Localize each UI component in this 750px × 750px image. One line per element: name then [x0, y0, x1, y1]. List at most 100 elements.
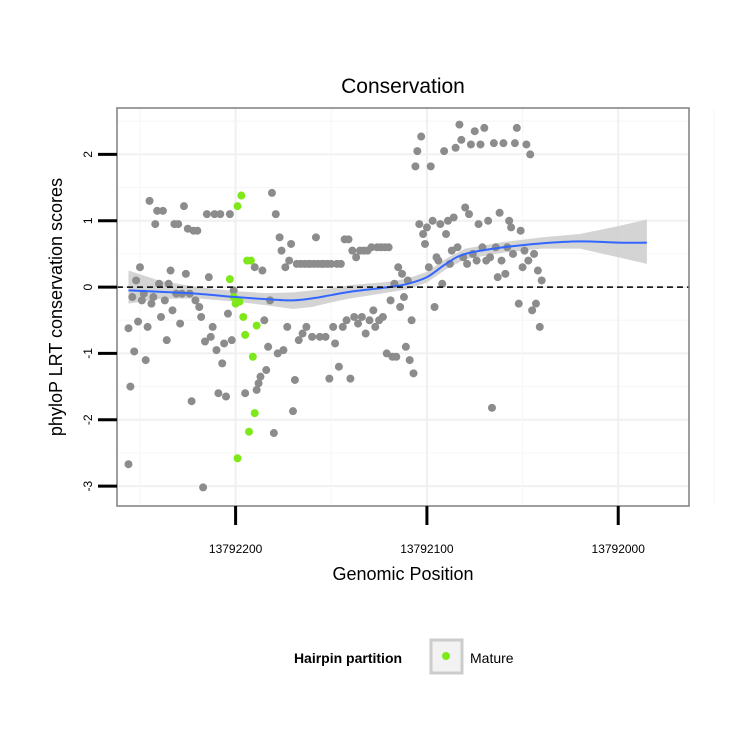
data-point-other: [124, 460, 133, 469]
data-point-other: [269, 429, 278, 438]
data-point-other: [157, 312, 165, 321]
data-point-mature: [250, 409, 259, 418]
x-tick-label: 13792200: [209, 542, 263, 556]
data-point-other: [174, 220, 183, 229]
data-point-other: [512, 123, 521, 132]
data-point-other: [279, 346, 288, 355]
data-point-other: [137, 296, 146, 305]
data-point-other: [267, 188, 276, 197]
data-point-mature: [233, 202, 242, 211]
data-point-other: [480, 123, 489, 132]
x-tick-label: 13792000: [592, 542, 646, 556]
data-point-other: [315, 332, 324, 341]
points-mature: [225, 191, 261, 463]
data-point-other: [155, 279, 164, 288]
data-point-other: [283, 322, 292, 331]
data-point-other: [208, 322, 217, 331]
data-point-other: [179, 202, 188, 211]
data-point-other: [128, 293, 137, 302]
data-point-other: [199, 483, 208, 492]
data-point-other: [187, 397, 196, 406]
data-point-other: [147, 299, 156, 308]
data-point-other: [256, 372, 265, 381]
data-point-other: [424, 263, 433, 272]
data-point-other: [298, 329, 307, 338]
data-point-other: [195, 303, 204, 311]
data-point-other: [262, 366, 271, 375]
y-tick-label: -3: [81, 480, 95, 491]
data-point-mature: [233, 454, 242, 463]
data-point-other: [510, 139, 519, 148]
data-point-other: [352, 253, 361, 262]
data-point-other: [311, 233, 320, 242]
data-point-other: [476, 140, 485, 149]
data-point-other: [455, 120, 464, 129]
data-point-other: [392, 352, 401, 361]
data-point-other: [528, 306, 537, 315]
data-point-other: [134, 317, 143, 326]
data-point-other: [426, 162, 435, 171]
data-point-other: [290, 375, 299, 384]
data-point-mature: [239, 312, 248, 321]
data-point-mature: [225, 275, 234, 284]
data-point-other: [499, 139, 508, 148]
data-point-other: [336, 259, 345, 268]
data-point-other: [289, 407, 297, 416]
data-point-other: [369, 306, 378, 315]
data-point-other: [210, 210, 219, 219]
data-point-other: [241, 389, 250, 398]
data-point-other: [331, 339, 340, 348]
data-point-other: [218, 359, 227, 368]
data-point-other: [413, 147, 422, 156]
data-point-other: [493, 273, 502, 282]
y-axis-ticks: -3 -2 -1 0 1 2: [81, 151, 117, 491]
data-point-other: [260, 316, 269, 325]
data-point-other: [409, 369, 418, 378]
data-point-other: [141, 356, 150, 365]
data-point-other: [518, 263, 527, 272]
data-point-other: [220, 339, 229, 348]
data-point-other: [461, 203, 470, 212]
y-tick-label: -1: [81, 348, 95, 359]
data-point-other: [487, 403, 496, 412]
data-point-other: [507, 223, 516, 232]
legend: Hairpin partition Mature: [294, 638, 514, 675]
data-point-other: [434, 256, 443, 265]
data-point-other: [505, 216, 514, 225]
data-point-other: [457, 135, 466, 144]
data-point-other: [422, 223, 431, 232]
data-point-other: [449, 213, 458, 222]
data-point-other: [151, 220, 160, 229]
data-point-other: [287, 239, 296, 248]
data-point-other: [212, 346, 221, 355]
data-point-other: [264, 342, 273, 351]
data-point-other: [371, 322, 380, 331]
data-point-other: [204, 273, 213, 282]
data-point-other: [501, 269, 510, 278]
data-point-other: [160, 296, 169, 305]
data-point-other: [415, 220, 424, 229]
data-point-other: [398, 269, 407, 278]
data-point-other: [222, 392, 231, 401]
data-point-other: [227, 336, 236, 345]
data-point-mature: [245, 427, 253, 436]
data-point-other: [509, 249, 517, 258]
legend-title: Hairpin partition: [294, 650, 402, 666]
data-point-mature: [235, 297, 244, 306]
data-point-other: [281, 263, 290, 272]
data-point-other: [132, 276, 141, 285]
data-point-other: [271, 210, 280, 219]
data-point-other: [470, 127, 479, 136]
data-point-other: [153, 206, 162, 215]
data-point-other: [294, 336, 303, 345]
data-point-other: [378, 312, 387, 321]
data-point-other: [386, 296, 395, 305]
data-point-other: [401, 342, 410, 351]
data-point-other: [514, 299, 523, 308]
data-point-other: [158, 206, 167, 215]
data-point-other: [350, 312, 359, 321]
data-point-other: [229, 286, 238, 295]
data-point-other: [145, 196, 154, 205]
data-point-other: [537, 276, 546, 285]
